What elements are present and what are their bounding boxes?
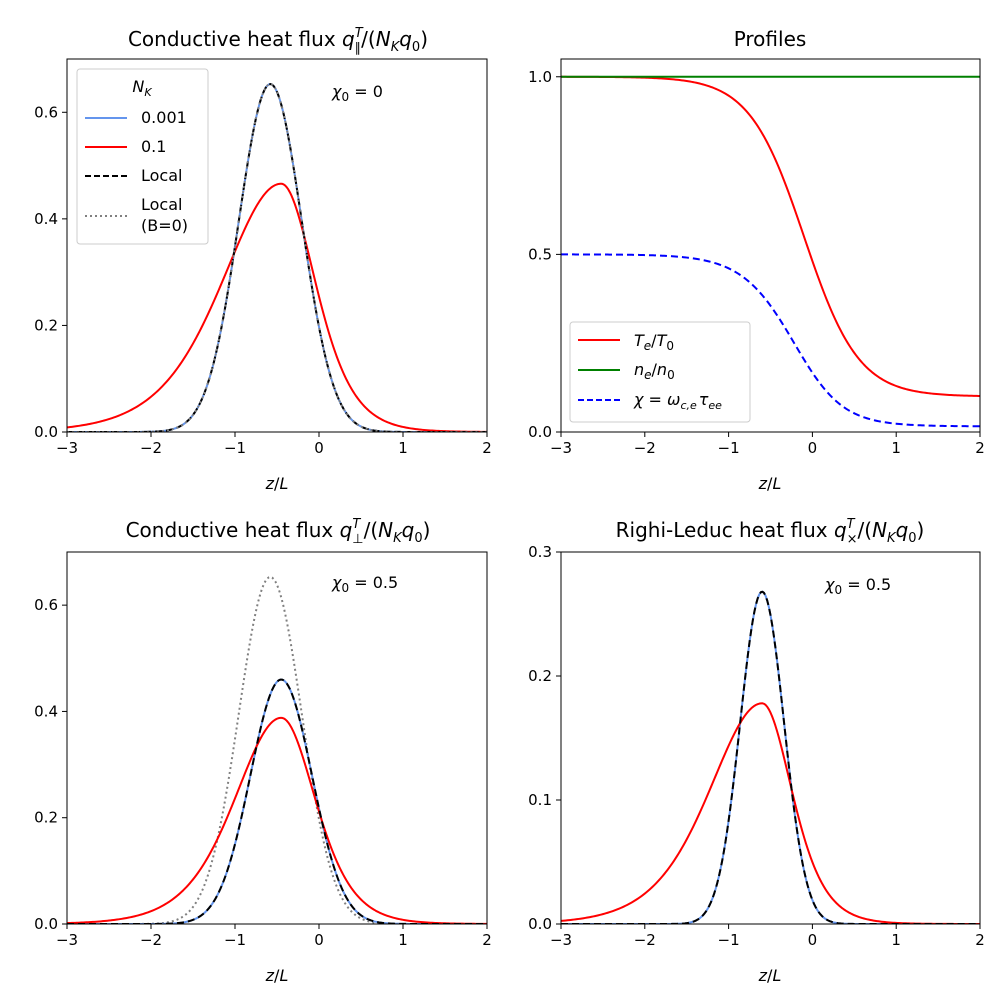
x-tick-label: 1 [891, 439, 901, 457]
y-tick-label: 0.2 [34, 316, 58, 334]
panel-title: Righi-Leduc heat flux qT ×/(NKq0) [616, 517, 925, 547]
series-line-local [561, 590, 980, 924]
axes-frame [560, 551, 981, 925]
axes-frame [66, 58, 488, 433]
y-tick-label: 0.6 [34, 596, 58, 614]
y-tick-label: 0.2 [528, 667, 552, 685]
x-tick-label: −2 [140, 931, 162, 949]
x-tick-label: 0 [808, 439, 818, 457]
x-tick-label: 1 [398, 439, 408, 457]
legend-label-local: Local [141, 166, 182, 185]
x-axis-label: z/L [265, 966, 289, 985]
x-tick-label: 2 [975, 931, 985, 949]
x-tick-label: 0 [808, 931, 818, 949]
x-tick-label: −3 [550, 439, 572, 457]
legend-box [569, 321, 751, 423]
x-tick-label: −2 [634, 931, 656, 949]
x-tick-label: 0 [314, 439, 324, 457]
plot-lines [561, 590, 980, 924]
legend-label-te: Te/T0 [634, 331, 674, 353]
panel-righi-leduc-flux: Righi-Leduc heat flux qT ×/(NKq0) −3 −2 −1 0… [528, 517, 985, 985]
x-tick-label: −3 [56, 439, 78, 457]
y-tick-label: 0.4 [34, 210, 58, 228]
x-tick-label: −2 [140, 439, 162, 457]
legend-label-0.1: 0.1 [141, 137, 166, 156]
y-tick-label: 0.1 [528, 791, 552, 809]
panel-title: Conductive heat flux qT ⊥/(NKq0) [126, 517, 431, 547]
x-tick-label: −1 [224, 439, 246, 457]
y-tick-label: 0.0 [34, 423, 58, 441]
panel-profiles: Profiles −3 −2 −1 0 1 2 0.0 0.5 1.0 z/L Te/T0 ne… [528, 27, 985, 493]
legend-label-local-b0-line1: Local [141, 195, 182, 214]
x-tick-label: −1 [224, 931, 246, 949]
y-tick-label: 0.0 [528, 423, 552, 441]
legend-label-ne: ne/n0 [634, 360, 675, 382]
legend-label-chi: χ = ωc,e τee [633, 390, 722, 412]
axis-ticks: −3 −2 −1 0 1 2 0.0 0.2 0.4 0.6 [34, 103, 492, 457]
panel-title: Profiles [734, 27, 807, 51]
panel-parallel-flux: Conductive heat flux qT ∥/(NKq0) −3 −2 −1 0 1… [34, 26, 492, 493]
x-tick-label: 0 [314, 931, 324, 949]
panel-perpendicular-flux: Conductive heat flux qT ⊥/(NKq0) −3 −2 −1 0 1… [34, 517, 492, 985]
axis-ticks: −3 −2 −1 0 1 2 0.0 0.2 0.4 0.6 [34, 596, 492, 949]
chi0-annotation: χ0 = 0 [331, 82, 383, 104]
x-axis-label: z/L [758, 474, 782, 493]
x-tick-label: 2 [482, 439, 492, 457]
axis-ticks: −3 −2 −1 0 1 2 0.0 0.5 1.0 [528, 68, 985, 457]
series-line-0.1 [67, 182, 487, 432]
y-tick-label: 0.4 [34, 702, 58, 720]
legend-label-local-b0-line2: (B=0) [141, 216, 188, 235]
series-line-0.1 [561, 702, 980, 924]
y-tick-label: 0.0 [34, 915, 58, 933]
x-tick-label: 2 [975, 439, 985, 457]
y-tick-label: 1.0 [528, 68, 552, 86]
x-tick-label: −3 [56, 931, 78, 949]
legend: NK 0.001 0.1 Local Local (B=0) [76, 68, 209, 245]
legend-box [76, 68, 209, 245]
x-tick-label: −3 [550, 931, 572, 949]
series-line--c-e-ee [561, 253, 980, 428]
axes-frame [66, 551, 488, 925]
x-tick-label: −1 [718, 931, 740, 949]
x-tick-label: −1 [718, 439, 740, 457]
x-axis-label: z/L [265, 474, 289, 493]
legend-title: NK [132, 77, 152, 99]
legend-label-0.001: 0.001 [141, 108, 187, 127]
y-tick-label: 0.0 [528, 915, 552, 933]
x-tick-label: 1 [891, 931, 901, 949]
series-line-0.1 [67, 716, 487, 924]
x-tick-label: −2 [634, 439, 656, 457]
chi0-annotation: χ0 = 0.5 [824, 575, 891, 597]
y-tick-label: 0.3 [528, 543, 552, 561]
chi0-annotation: χ0 = 0.5 [331, 573, 398, 595]
y-tick-label: 0.6 [34, 103, 58, 121]
x-tick-label: 2 [482, 931, 492, 949]
panel-title: Conductive heat flux qT ∥/(NKq0) [128, 26, 428, 56]
x-axis-label: z/L [758, 966, 782, 985]
y-tick-label: 0.2 [34, 809, 58, 827]
plot-lines [561, 75, 980, 428]
axis-ticks: −3 −2 −1 0 1 2 0.0 0.1 0.2 0.3 [528, 543, 985, 949]
y-tick-label: 0.5 [528, 245, 552, 263]
legend: Te/T0 ne/n0 χ = ωc,e τee [569, 321, 751, 423]
axes-frame [560, 58, 981, 433]
x-tick-label: 1 [398, 931, 408, 949]
